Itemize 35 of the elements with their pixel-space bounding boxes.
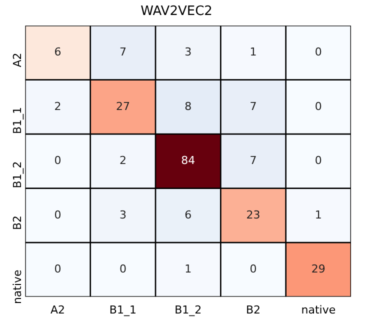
x-tick-label: B2 — [246, 303, 261, 316]
data-label: 6 — [54, 46, 62, 59]
data-label: 84 — [181, 154, 196, 168]
y-tick-label: B2 — [11, 215, 24, 230]
data-label: 0 — [54, 154, 62, 168]
data-label: 1 — [314, 208, 322, 222]
data-label: 27 — [116, 100, 130, 113]
data-label: 2 — [54, 100, 62, 113]
data-label: 0 — [250, 262, 257, 276]
y-tick-label: A2 — [11, 52, 24, 68]
data-label: 7 — [250, 154, 257, 168]
data-label: 8 — [184, 100, 192, 113]
data-label: 0 — [314, 46, 322, 59]
data-label: 29 — [311, 262, 326, 276]
data-label: 23 — [246, 208, 260, 222]
x-tick-label: A2 — [50, 303, 66, 316]
data-label: 1 — [250, 46, 257, 59]
x-tick-label: B1_2 — [174, 303, 202, 316]
chart-title: WAV2VEC2 — [140, 4, 212, 20]
data-label: 3 — [119, 208, 126, 222]
data-label: 6 — [184, 208, 192, 222]
y-tick-label: B1_2 — [11, 161, 24, 188]
data-label: 7 — [119, 46, 126, 59]
data-label: 3 — [184, 46, 192, 59]
x-tick-label: native — [301, 303, 336, 316]
y-tick-label: B1_1 — [11, 106, 24, 134]
x-tick-label: B1_1 — [109, 303, 136, 316]
data-label: 0 — [54, 208, 62, 222]
data-label: 0 — [54, 262, 62, 276]
data-label: 0 — [314, 100, 322, 113]
data-label: 0 — [314, 154, 322, 168]
data-label: 2 — [119, 154, 126, 168]
data-label: 1 — [184, 262, 192, 276]
data-label: 0 — [119, 262, 126, 276]
data-label: 7 — [250, 100, 257, 113]
